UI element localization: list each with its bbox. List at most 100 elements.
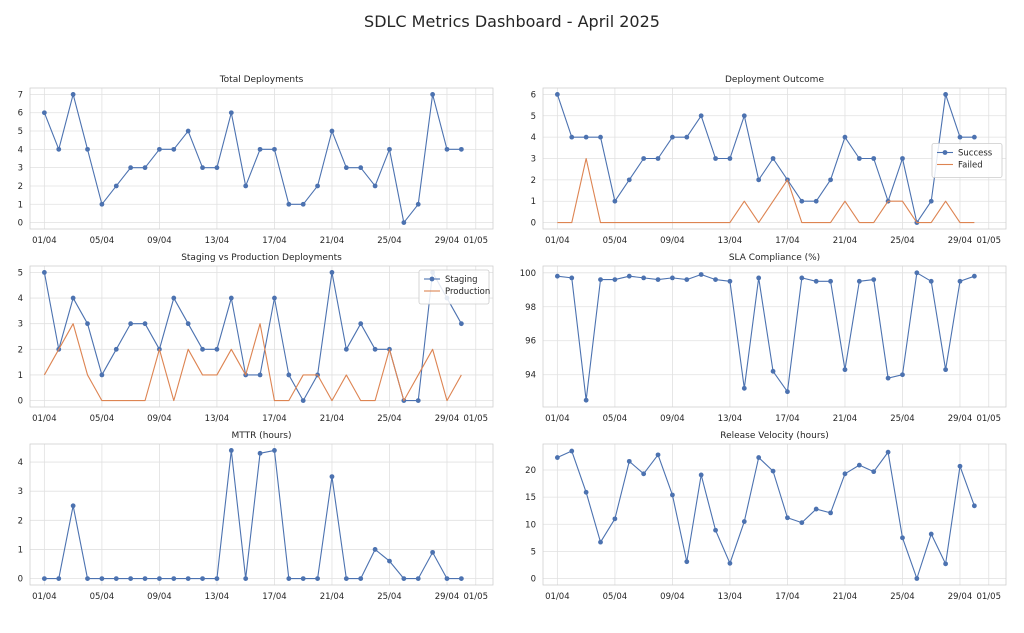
data-point [670, 492, 675, 498]
x-tick-label: 13/04 [205, 592, 230, 602]
data-point [142, 576, 148, 581]
data-point [257, 372, 263, 378]
data-point [56, 576, 62, 581]
data-point [142, 165, 148, 171]
series-line-main [43, 93, 462, 224]
y-tick-label: 1 [18, 545, 23, 555]
x-tick-label: 21/04 [833, 592, 858, 602]
data-point [430, 549, 436, 555]
y-tick-label: 1 [18, 371, 23, 381]
chart-panel-5: MTTR (hours) 0 1 2 3 4 01/04 05/04 09/04 13/04 17/… [18, 431, 494, 602]
y-tick-label: 7 [18, 90, 23, 100]
data-point [300, 398, 306, 403]
y-tick-label: 6 [18, 109, 23, 119]
x-tick-label: 01/05 [463, 236, 488, 246]
data-point [113, 576, 119, 581]
data-point [741, 385, 747, 391]
data-point [828, 510, 833, 516]
y-tick-label: 2 [18, 516, 23, 526]
x-tick-label: 13/04 [205, 236, 230, 246]
data-point [41, 270, 47, 275]
y-tick-label: 0 [531, 574, 536, 584]
plot-frame [29, 443, 494, 586]
data-point [698, 113, 704, 119]
legend: Success Failed [931, 143, 1003, 178]
data-point [727, 560, 733, 566]
y-tick-label: 5 [531, 547, 536, 557]
y-tick-label: 5 [18, 268, 23, 278]
data-point [99, 201, 105, 207]
y-tick-label: 0 [18, 397, 23, 407]
chart-panel-3: Staging vs Production Deployments 0 1 2 3 4 5 0… [18, 253, 494, 424]
y-tick-label: 15 [525, 493, 536, 503]
data-point [928, 278, 934, 284]
y-tick-label: 1 [531, 197, 536, 207]
data-point [583, 489, 589, 495]
data-point [113, 346, 119, 352]
data-point [343, 346, 349, 352]
data-point [670, 134, 675, 140]
x-tick-label: 21/04 [320, 592, 345, 602]
data-point [928, 198, 934, 204]
legend-marker [942, 150, 948, 155]
x-tick-label: 17/04 [262, 414, 287, 424]
data-point [698, 472, 704, 478]
x-tick-label: 01/04 [32, 592, 57, 602]
data-point [41, 576, 47, 581]
data-point [598, 277, 603, 282]
y-tick-label: 5 [531, 112, 536, 122]
data-point [214, 165, 220, 171]
data-point [458, 321, 464, 327]
x-tick-label: 25/04 [377, 236, 402, 246]
data-point [185, 321, 191, 327]
y-tick-label: 100 [520, 269, 536, 279]
series-line-main [557, 450, 975, 580]
data-point [612, 198, 618, 204]
data-point [228, 110, 234, 116]
series-line-success [556, 93, 975, 224]
data-point [713, 527, 718, 533]
data-point [785, 515, 790, 521]
data-point [157, 576, 162, 581]
data-point [214, 576, 220, 581]
data-point [554, 273, 560, 279]
x-tick-label: 25/04 [890, 236, 915, 246]
data-point [799, 520, 805, 526]
data-point [142, 321, 148, 327]
series-line-failed [557, 157, 975, 224]
data-point [828, 177, 833, 183]
x-tick-label: 05/04 [603, 414, 628, 424]
data-point [300, 576, 306, 581]
data-point [943, 367, 949, 373]
data-point [387, 146, 392, 152]
x-tick-label: 13/04 [205, 414, 230, 424]
x-tick-label: 09/04 [147, 236, 172, 246]
data-point [228, 295, 234, 301]
data-point [598, 134, 603, 140]
data-point [329, 270, 335, 275]
y-tick-label: 96 [525, 337, 536, 347]
x-tick-label: 01/05 [976, 414, 1001, 424]
x-tick-label: 05/04 [90, 414, 115, 424]
data-point [128, 576, 134, 581]
data-point [415, 576, 421, 581]
x-tick-label: 01/05 [463, 592, 488, 602]
data-point [885, 375, 891, 381]
data-point [358, 576, 364, 581]
data-point [971, 503, 977, 509]
x-tick-label: 13/04 [718, 592, 743, 602]
data-point [871, 469, 877, 475]
data-point [185, 576, 191, 581]
data-point [200, 576, 205, 581]
x-tick-label: 17/04 [775, 414, 800, 424]
chart-title: Total Deployments [219, 75, 304, 85]
data-point [300, 201, 306, 207]
data-point [871, 277, 877, 282]
x-tick-label: 29/04 [948, 236, 973, 246]
x-tick-label: 05/04 [603, 236, 628, 246]
data-point [372, 346, 378, 352]
chart-title: Staging vs Production Deployments [181, 253, 342, 263]
data-point [856, 156, 862, 161]
y-tick-label: 10 [525, 520, 536, 530]
data-point [458, 576, 464, 581]
